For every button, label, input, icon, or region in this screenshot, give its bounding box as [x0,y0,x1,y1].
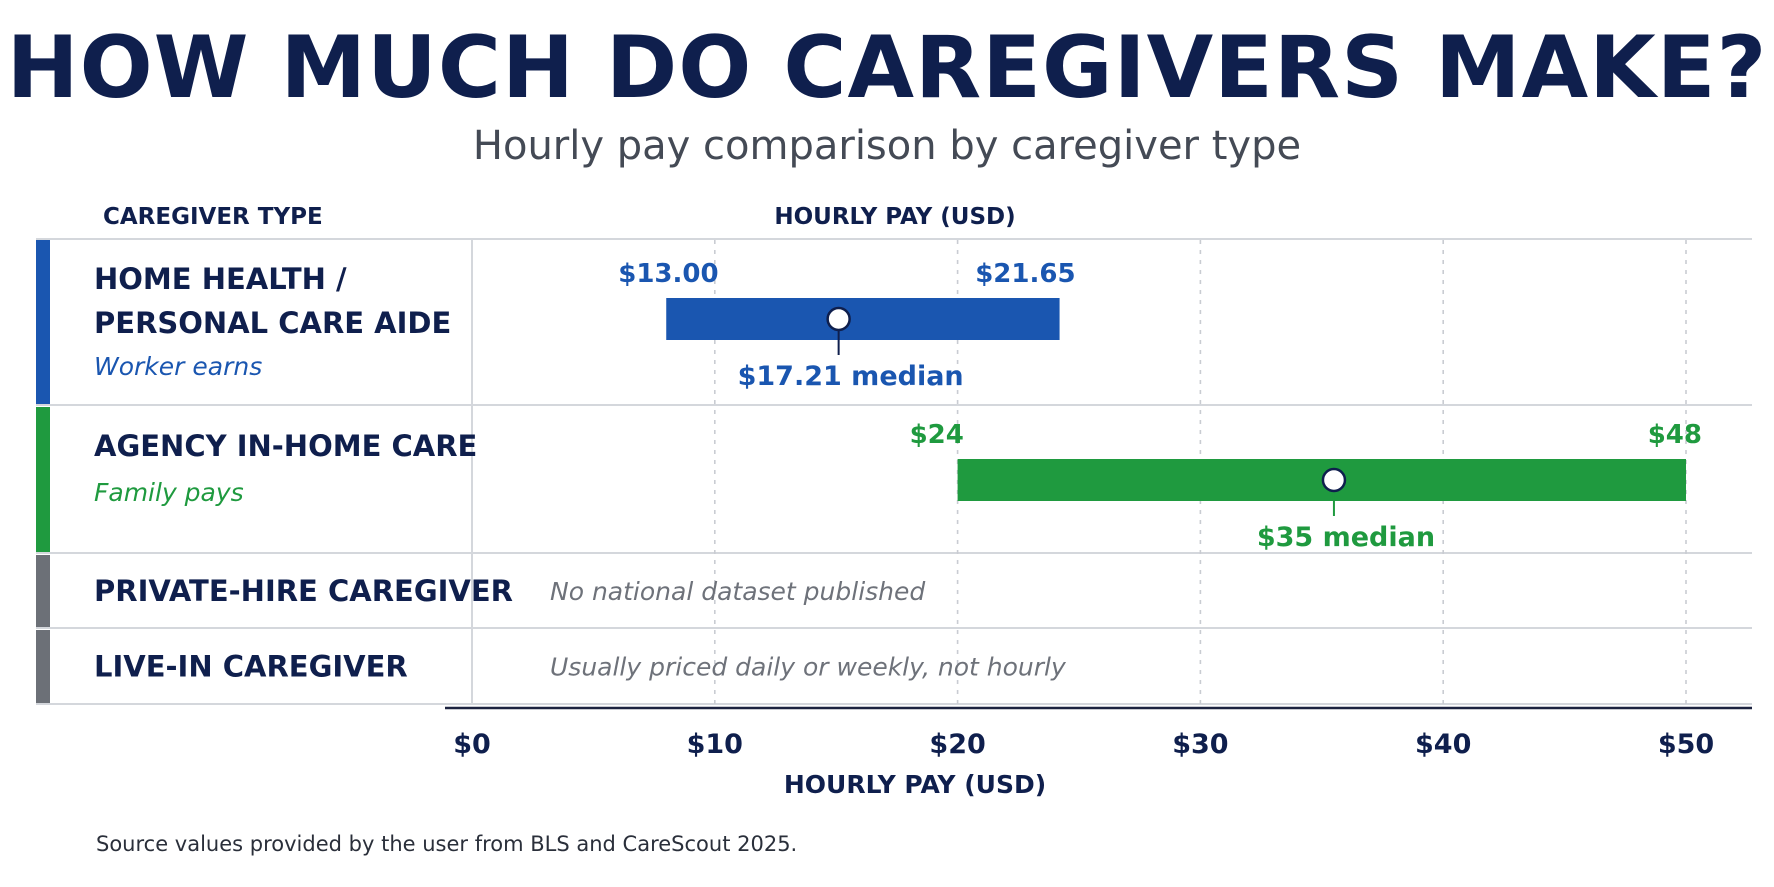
x-axis: $0 $10 $20 $30 $40 $50 HOURLY PAY (USD) [445,706,1752,799]
x-tick-label: $10 [687,729,743,760]
row-accent-strip [36,630,50,703]
row-label-line1: HOME HEALTH / [94,262,347,296]
low-value-label: $13.00 [618,259,718,289]
row-4: LIVE-IN CAREGIVER Usually priced daily or… [36,630,1067,703]
high-value-label: $48 [1648,420,1702,450]
high-value-label: $21.65 [975,259,1075,289]
row-sublabel: Family pays [94,478,244,507]
row-accent-strip [36,555,50,627]
row-label-line2: PERSONAL CARE AIDE [94,306,451,340]
row-accent-strip [36,407,50,552]
chart-subtitle: Hourly pay comparison by caregiver type [472,123,1302,169]
row-label: LIVE-IN CAREGIVER [94,650,408,684]
row-accent-strip [36,240,50,404]
median-label: $17.21 median [738,361,964,392]
row-label: PRIVATE-HIRE CAREGIVER [94,574,513,608]
median-label: $35 median [1257,522,1435,553]
median-marker [826,306,851,332]
x-tick-label: $0 [453,729,491,760]
source-note: Source values provided by the user from … [96,832,798,856]
x-tick-label: $30 [1172,729,1228,760]
row-note: No national dataset published [550,577,925,606]
row-2: AGENCY IN-HOME CARE Family pays $24 $48 $35 … [36,407,1702,553]
x-tick-label: $50 [1658,729,1714,760]
row-1: HOME HEALTH / PERSONAL CARE AIDE Worker ea… [36,240,1076,404]
row-sublabel: Worker earns [94,352,262,381]
column-header-type: CAREGIVER TYPE [103,204,323,230]
chart-rows: HOME HEALTH / PERSONAL CARE AIDE Worker ea… [36,240,1702,703]
low-value-label: $24 [910,420,964,450]
row-note: Usually priced daily or weekly, not hour… [550,653,1067,682]
row-label: AGENCY IN-HOME CARE [94,429,477,463]
x-axis-label: HOURLY PAY (USD) [784,770,1046,799]
x-tick-label: $20 [929,729,985,760]
row-3: PRIVATE-HIRE CAREGIVER No national datase… [36,555,925,627]
range-bar [666,298,1060,340]
column-header-pay: HOURLY PAY (USD) [774,204,1015,230]
chart-title: HOW MUCH DO CAREGIVERS MAKE? [6,18,1768,118]
median-marker [1321,467,1347,493]
x-tick-label: $40 [1415,729,1471,760]
